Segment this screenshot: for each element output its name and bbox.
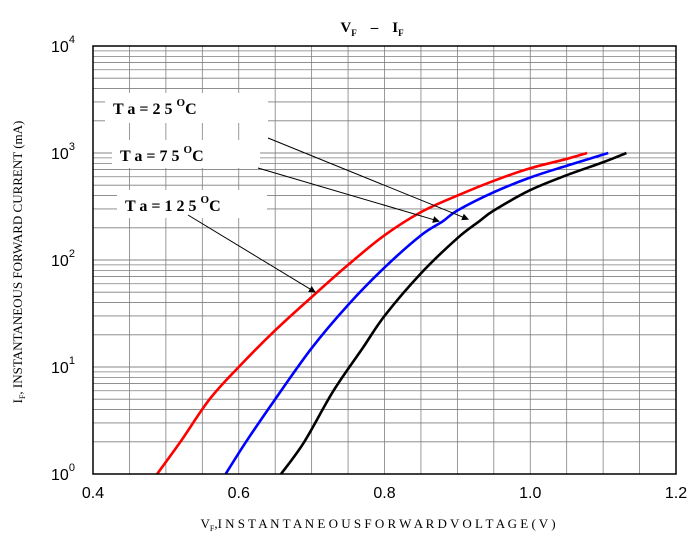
x-tick-label: 0.6 [228,485,250,502]
x-axis-label: VF,I N S T A N T A N E O U S F O R W A R… [200,516,555,533]
annotation-1: T a = 2 5 OC [105,93,469,221]
annotation-arrow [187,214,316,293]
plot-frame [92,45,677,475]
series-line-3 [279,151,627,475]
x-tick-label: 1.2 [665,485,687,502]
y-tick-labels: 100 101 102 103 104 [51,34,75,484]
y-tick-label: 104 [51,34,75,56]
series-line-2 [224,151,609,475]
y-tick-label: 102 [51,248,75,270]
x-tick-label: 1.0 [519,485,541,502]
chart-title: VF – IF [340,20,404,38]
x-tick-labels: 0.4 0.6 0.8 1.0 1.2 [82,485,687,502]
annotation-label: T a = 7 5 OC [120,144,204,165]
grid [93,46,676,474]
annotations: T a = 2 5 OC T a = 7 5 OC T a = 1 2 5 OC [105,93,469,293]
annotation-label: T a = 1 2 5 OC [125,194,221,215]
annotation-box [117,190,267,218]
annotation-arrow [257,167,440,223]
annotation-box [105,93,268,123]
y-tick-label: 101 [51,355,75,377]
x-tick-label: 0.8 [373,485,395,502]
y-axis-label: IF, INSTANTANEOUS FORWARD CURRENT (mA) [10,121,27,404]
series-layer [156,151,627,475]
annotation-3: T a = 1 2 5 OC [117,190,316,293]
annotation-2: T a = 7 5 OC [112,140,440,223]
annotation-arrow [267,137,469,221]
annotation-box [112,140,260,168]
y-tick-label: 100 [51,462,75,484]
x-tick-label: 0.4 [82,485,104,502]
y-tick-label: 103 [51,141,75,163]
annotation-label: T a = 2 5 OC [113,97,197,118]
series-line-1 [156,151,588,475]
